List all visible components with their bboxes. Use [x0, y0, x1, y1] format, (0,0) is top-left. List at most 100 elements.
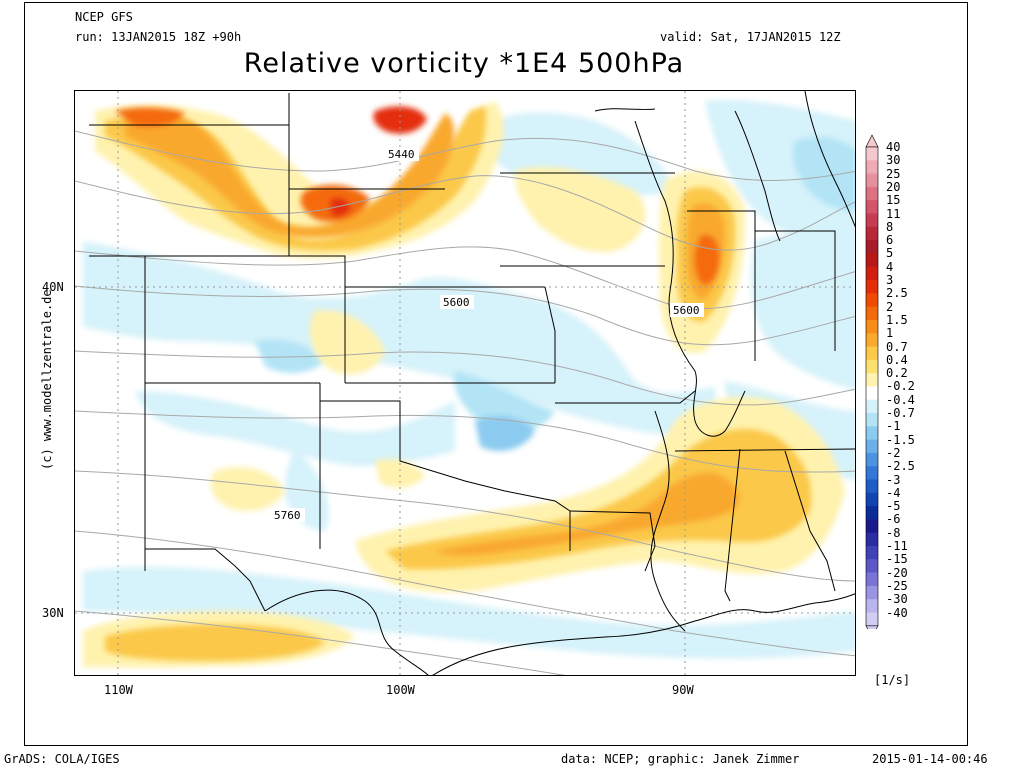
colorbar-level-label: 1.5 [886, 312, 908, 327]
chart-title: Relative vorticity *1E4 500hPa [243, 48, 685, 79]
colorbar-level-label: -5 [886, 499, 901, 514]
lat-label-30n: 30N [42, 606, 64, 620]
colorbar-swatch [866, 306, 878, 321]
colorbar-swatch [866, 612, 878, 627]
run-label: run: 13JAN2015 18Z +90h [75, 30, 242, 44]
contour-label: 5600 [443, 296, 470, 309]
colorbar-swatch [866, 466, 878, 480]
colorbar-swatches [865, 134, 879, 639]
colorbar-swatch [866, 572, 878, 587]
colorbar-swatch [866, 266, 878, 281]
colorbar-swatch [866, 399, 878, 414]
colorbar-level-label: -0.4 [886, 392, 915, 407]
colorbar-swatch [866, 253, 878, 268]
site-credit: (c) www.modellzentrale.de [40, 289, 54, 470]
colorbar-max-arrow [865, 134, 879, 148]
contour-labels: 5440 5600 5600 5760 [271, 147, 704, 522]
colorbar-level-label: 1 [886, 326, 894, 341]
lon-label-90w: 90W [672, 683, 694, 697]
colorbar-swatch [866, 532, 878, 547]
colorbar-swatch [866, 519, 878, 534]
colorbar-level-label: 0.2 [886, 366, 908, 381]
colorbar-level-label: 0.7 [886, 339, 908, 354]
colorbar-level-label: 30 [886, 153, 901, 168]
colorbar-swatch [866, 479, 878, 494]
colorbar-swatch [866, 413, 878, 427]
lon-label-110w: 110W [104, 683, 133, 697]
colorbar-swatch [866, 147, 878, 161]
colorbar-level-label: 15 [886, 193, 901, 208]
colorbar-swatch [866, 439, 878, 454]
positive-vorticity-high [115, 106, 739, 556]
colorbar-level-label: -2.5 [886, 459, 915, 474]
colorbar-swatch [866, 160, 878, 174]
negative-vorticity-core [255, 136, 855, 451]
colorbar-swatch [866, 226, 878, 241]
colorbar-level-label: -1 [886, 419, 901, 434]
colorbar-level-label: 6 [886, 233, 894, 248]
software-credit: GrADS: COLA/IGES [4, 752, 120, 766]
colorbar-level-label: 0.4 [886, 352, 908, 367]
colorbar-swatch [866, 333, 878, 347]
negative-vorticity-fill [83, 100, 855, 659]
timestamp: 2015-01-14-00:46 [872, 752, 988, 766]
colorbar-level-label: -3 [886, 472, 901, 487]
colorbar-min-arrow [865, 625, 879, 639]
state-boundaries [89, 93, 855, 632]
colorbar-level-label: 20 [886, 179, 901, 194]
colorbar-level-label: 3 [886, 273, 894, 287]
colorbar-level-label: -11 [886, 539, 908, 553]
colorbar-level-label: -30 [886, 592, 908, 607]
colorbar-level-label: 40 [886, 140, 901, 154]
colorbar-level-label: 5 [886, 246, 894, 261]
unit-label: [1/s] [874, 673, 911, 687]
colorbar-level-label: -0.2 [886, 379, 915, 394]
contour-label: 5760 [274, 509, 301, 522]
contour-label: 5600 [673, 304, 700, 317]
colorbar-swatch [866, 585, 878, 600]
colorbar-swatch [866, 559, 878, 573]
colorbar [862, 133, 882, 639]
colorbar-swatch [866, 359, 878, 374]
colorbar-level-label: 2.5 [886, 286, 908, 301]
model-label: NCEP GFS [75, 10, 133, 24]
colorbar-swatch [866, 546, 878, 560]
colorbar-swatch [866, 173, 878, 188]
colorbar-swatch [866, 186, 878, 201]
colorbar-swatch [866, 319, 878, 334]
colorbar-level-label: 4 [886, 259, 894, 274]
colorbar-swatch [866, 373, 878, 387]
colorbar-swatch [866, 213, 878, 228]
colorbar-swatch [866, 293, 878, 307]
colorbar-level-label: -1.5 [886, 432, 915, 447]
vorticity-map: 5440 5600 5600 5760 [75, 91, 855, 675]
colorbar-level-label: 2 [886, 299, 894, 314]
colorbar-level-label: -15 [886, 552, 908, 567]
colorbar-level-label: -4 [886, 485, 901, 500]
map-panel: 5440 5600 5600 5760 [74, 90, 856, 676]
colorbar-level-label: -40 [886, 605, 908, 620]
coastlines [264, 91, 855, 675]
colorbar-level-label: -0.7 [886, 406, 915, 420]
contour-label: 5440 [388, 148, 415, 161]
colorbar-swatch [866, 506, 878, 520]
colorbar-level-label: -8 [886, 525, 901, 540]
colorbar-level-label: -6 [886, 512, 901, 527]
geopotential-contours [75, 130, 855, 675]
colorbar-swatch [866, 240, 878, 254]
colorbar-swatch [866, 346, 878, 361]
colorbar-level-label: 25 [886, 166, 901, 181]
colorbar-level-label: 11 [886, 206, 901, 221]
colorbar-swatch [866, 452, 878, 467]
colorbar-level-label: 8 [886, 219, 894, 234]
colorbar-level-label: -20 [886, 565, 908, 580]
lat-label-40n: 40N [42, 280, 64, 294]
lon-label-100w: 100W [386, 683, 415, 697]
data-credit: data: NCEP; graphic: Janek Zimmer [561, 752, 800, 766]
colorbar-swatch [866, 200, 878, 214]
colorbar-swatch [866, 280, 878, 294]
colorbar-swatch [866, 599, 878, 613]
colorbar-level-label: -25 [886, 578, 908, 593]
valid-label: valid: Sat, 17JAN2015 12Z [660, 30, 841, 44]
colorbar-level-label: -2 [886, 445, 901, 460]
